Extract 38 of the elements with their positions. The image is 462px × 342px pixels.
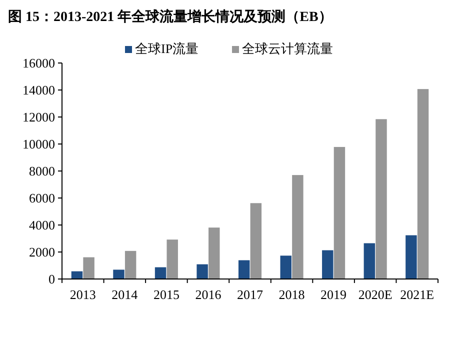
y-tick-label: 8000 [29, 164, 55, 179]
y-tick-label: 2000 [29, 244, 55, 260]
bar [83, 257, 94, 279]
y-tick-label: 0 [48, 272, 55, 287]
bar [196, 264, 208, 279]
bar [292, 175, 304, 279]
bar [166, 240, 178, 279]
bar [113, 270, 124, 279]
bar [334, 146, 346, 279]
x-tick-label: 2013 [70, 287, 96, 302]
bar [238, 260, 250, 279]
x-tick-label: 2020E [358, 287, 392, 302]
bar [124, 250, 136, 279]
bar [376, 119, 387, 279]
y-tick-label: 10000 [22, 136, 55, 152]
bar [406, 235, 417, 279]
legend-label: 全球云计算流量 [242, 41, 333, 56]
y-tick-label: 4000 [29, 218, 55, 233]
bar [417, 89, 429, 279]
x-tick-label: 2016 [195, 287, 222, 302]
x-tick-label: 2019 [320, 287, 347, 302]
chart-title: 图 15：2013-2021 年全球流量增长情况及预测（EB） [8, 8, 332, 25]
x-tick-label: 2021E [400, 287, 434, 302]
y-tick-label: 6000 [29, 190, 55, 206]
bar [154, 267, 166, 279]
legend-label: 全球IP流量 [135, 41, 199, 56]
x-tick-label: 2017 [237, 287, 264, 302]
bar [364, 243, 376, 279]
bar [322, 250, 334, 279]
x-tick-label: 2018 [278, 287, 305, 302]
bar [250, 203, 262, 279]
bar [280, 256, 292, 279]
y-tick-label: 14000 [22, 82, 55, 98]
x-tick-label: 2014 [112, 287, 138, 302]
y-tick-label: 12000 [22, 110, 55, 125]
x-tick-label: 2015 [153, 287, 180, 302]
y-tick-label: 16000 [22, 56, 55, 71]
bar [208, 228, 220, 279]
